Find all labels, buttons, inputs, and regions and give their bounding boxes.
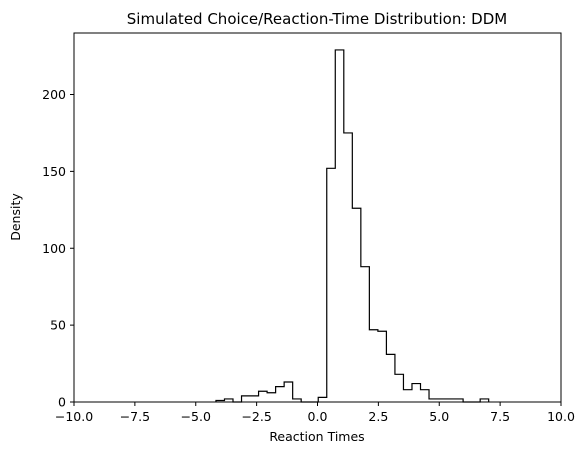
histogram-bin [344,133,353,402]
histogram-bin [395,374,404,402]
histogram-bin [259,391,268,402]
histogram-bin [403,390,412,402]
histogram-bin [361,267,370,402]
histogram-bin [242,396,251,402]
histogram-bin [276,387,285,402]
histogram-bin [421,390,430,402]
histogram-bin [352,208,361,402]
plot-area [73,32,562,403]
histogram-bin [378,331,387,402]
x-axis: −10.0 −7.5 −5.0 −2.5 0.0 2.5 5.0 7.5 10.0 [55,402,575,424]
histogram-bin [327,168,336,402]
x-tick-label: −5.0 [181,409,211,424]
x-tick-label: −2.5 [241,409,271,424]
histogram-series-line [215,49,490,403]
y-tick-label: 100 [42,241,66,256]
x-axis-label: Reaction Times [269,429,364,444]
histogram-bins [216,50,489,402]
histogram-bin [412,384,421,402]
y-tick-label: 0 [58,395,66,410]
chart-title: Simulated Choice/Reaction-Time Distribut… [127,10,507,28]
x-tick-label: −7.5 [120,409,150,424]
y-tick-label: 200 [42,87,66,102]
histogram-bin [267,393,276,402]
y-tick-label: 150 [42,164,66,179]
histogram-bin [250,396,259,402]
histogram-bin [335,50,344,402]
x-tick-label: 2.5 [368,409,388,424]
histogram-bin [318,397,327,402]
x-tick-label: −10.0 [55,409,93,424]
y-tick-label: 50 [50,318,66,333]
y-axis-label: Density [8,193,23,241]
x-tick-label: 5.0 [429,409,449,424]
y-axis: 0 50 100 150 200 [42,87,74,410]
x-tick-label: 7.5 [490,409,510,424]
x-tick-label: 0.0 [308,409,328,424]
histogram-bin [369,330,378,402]
x-tick-label: 10.0 [547,409,575,424]
histogram-bin [386,354,395,402]
plot-frame [73,32,562,403]
histogram-bin [284,382,293,402]
